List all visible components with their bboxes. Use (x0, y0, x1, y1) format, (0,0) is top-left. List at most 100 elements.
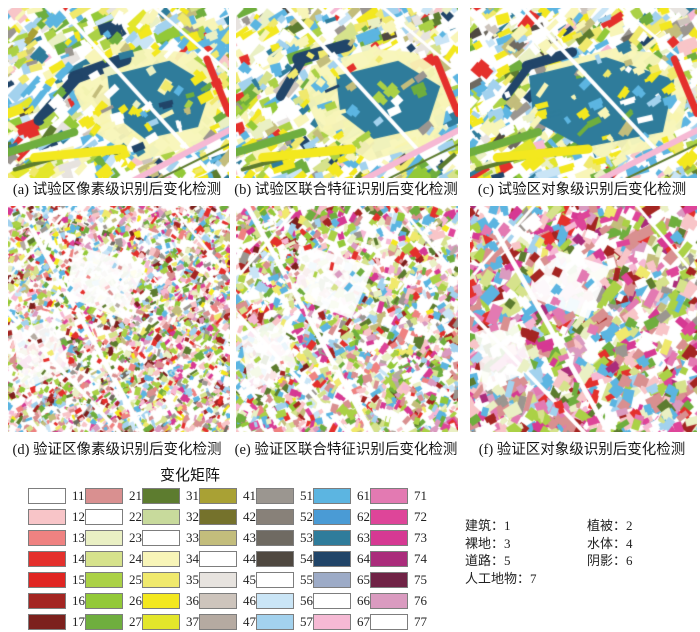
map-panel-d (8, 206, 230, 432)
legend-code: 55 (300, 572, 313, 587)
legend-entry: 71 (370, 487, 427, 508)
map-canvas-d (8, 206, 230, 432)
legend-entry: 31 (142, 487, 199, 508)
legend-entry: 23 (85, 529, 142, 550)
legend-code: 31 (186, 488, 199, 503)
legend-swatch (313, 488, 351, 504)
legend-swatch (85, 488, 123, 504)
legend-swatch (142, 614, 180, 630)
legend-code: 14 (72, 551, 85, 566)
legend-code: 66 (357, 593, 370, 608)
legend-swatch (370, 572, 408, 588)
legend-swatch (256, 551, 294, 567)
class-key-item: 人工地物：7 (465, 571, 537, 586)
legend-swatch (85, 551, 123, 567)
legend-entry: 67 (313, 613, 370, 632)
legend-swatch (256, 614, 294, 630)
legend-entry: 56 (256, 592, 313, 613)
legend-code: 21 (129, 488, 142, 503)
caption-panel-a: (a) 试验区像素级识别后变化检测 (12, 182, 222, 198)
map-canvas-c (470, 8, 697, 178)
legend-title: 变化矩阵 (159, 468, 220, 484)
caption-panel-d: (d) 验证区像素级识别后变化检测 (12, 442, 222, 458)
map-panel-e (236, 206, 458, 432)
legend-code: 12 (72, 509, 85, 524)
legend-entry: 43 (199, 529, 256, 550)
legend-entry: 37 (142, 613, 199, 632)
legend-entry: 66 (313, 592, 370, 613)
legend-entry: 77 (370, 613, 427, 632)
legend-code: 33 (186, 530, 199, 545)
legend-entry: 32 (142, 508, 199, 529)
legend-swatch (313, 572, 351, 588)
legend-entry: 61 (313, 487, 370, 508)
legend-code: 51 (300, 488, 313, 503)
legend-swatch (28, 572, 66, 588)
class-key-item: 阴影：6 (587, 553, 633, 568)
map-panel-a (8, 8, 229, 178)
legend-swatch (199, 593, 237, 609)
legend-code: 64 (357, 551, 370, 566)
map-panel-f (470, 206, 697, 432)
legend-swatch (370, 551, 408, 567)
map-panel-b (236, 8, 458, 178)
legend-swatch (313, 614, 351, 630)
legend-swatch (256, 572, 294, 588)
legend-swatch (28, 530, 66, 546)
legend-swatch (199, 530, 237, 546)
legend-code: 11 (72, 488, 85, 503)
legend-entry: 16 (28, 592, 85, 613)
legend-code: 17 (72, 614, 85, 629)
legend-code: 22 (129, 509, 142, 524)
legend-entry: 72 (370, 508, 427, 529)
legend-code: 62 (357, 509, 370, 524)
caption-panel-e: (e) 验证区联合特征识别后变化检测 (234, 442, 458, 458)
class-key-item: 水体：4 (587, 536, 633, 551)
legend-code: 36 (186, 593, 199, 608)
legend-swatch (313, 551, 351, 567)
legend-entry: 12 (28, 508, 85, 529)
legend-swatch (256, 530, 294, 546)
legend-swatch (199, 614, 237, 630)
legend-entry: 34 (142, 550, 199, 571)
legend-code: 41 (243, 488, 256, 503)
legend-entry: 47 (199, 613, 256, 632)
legend-swatch (142, 488, 180, 504)
legend-entry: 76 (370, 592, 427, 613)
legend-swatch (256, 593, 294, 609)
legend-code: 71 (414, 488, 427, 503)
legend-code: 57 (300, 614, 313, 629)
legend-swatch (28, 614, 66, 630)
legend-entry: 24 (85, 550, 142, 571)
legend-code: 32 (186, 509, 199, 524)
legend-code: 46 (243, 593, 256, 608)
class-key-item: 建筑：1 (465, 518, 511, 533)
legend-code: 45 (243, 572, 256, 587)
legend-entry: 27 (85, 613, 142, 632)
legend-swatch (313, 530, 351, 546)
map-canvas-b (236, 8, 458, 178)
legend-code: 16 (72, 593, 85, 608)
legend-swatch (370, 614, 408, 630)
legend-code: 74 (414, 551, 427, 566)
legend-swatch (199, 551, 237, 567)
legend-code: 65 (357, 572, 370, 587)
legend-code: 24 (129, 551, 142, 566)
legend-code: 63 (357, 530, 370, 545)
legend-code: 75 (414, 572, 427, 587)
legend-swatch (28, 488, 66, 504)
legend-swatch (142, 551, 180, 567)
legend-code: 37 (186, 614, 199, 629)
legend-entry: 46 (199, 592, 256, 613)
legend-swatch (313, 593, 351, 609)
legend-entry: 21 (85, 487, 142, 508)
legend-code: 61 (357, 488, 370, 503)
legend-swatch (28, 593, 66, 609)
legend-code: 26 (129, 593, 142, 608)
map-canvas-e (236, 206, 458, 432)
class-key-item: 植被：2 (587, 518, 633, 533)
caption-panel-b: (b) 试验区联合特征识别后变化检测 (234, 182, 458, 198)
legend-entry: 65 (313, 571, 370, 592)
legend-code: 44 (243, 551, 256, 566)
legend-code: 42 (243, 509, 256, 524)
